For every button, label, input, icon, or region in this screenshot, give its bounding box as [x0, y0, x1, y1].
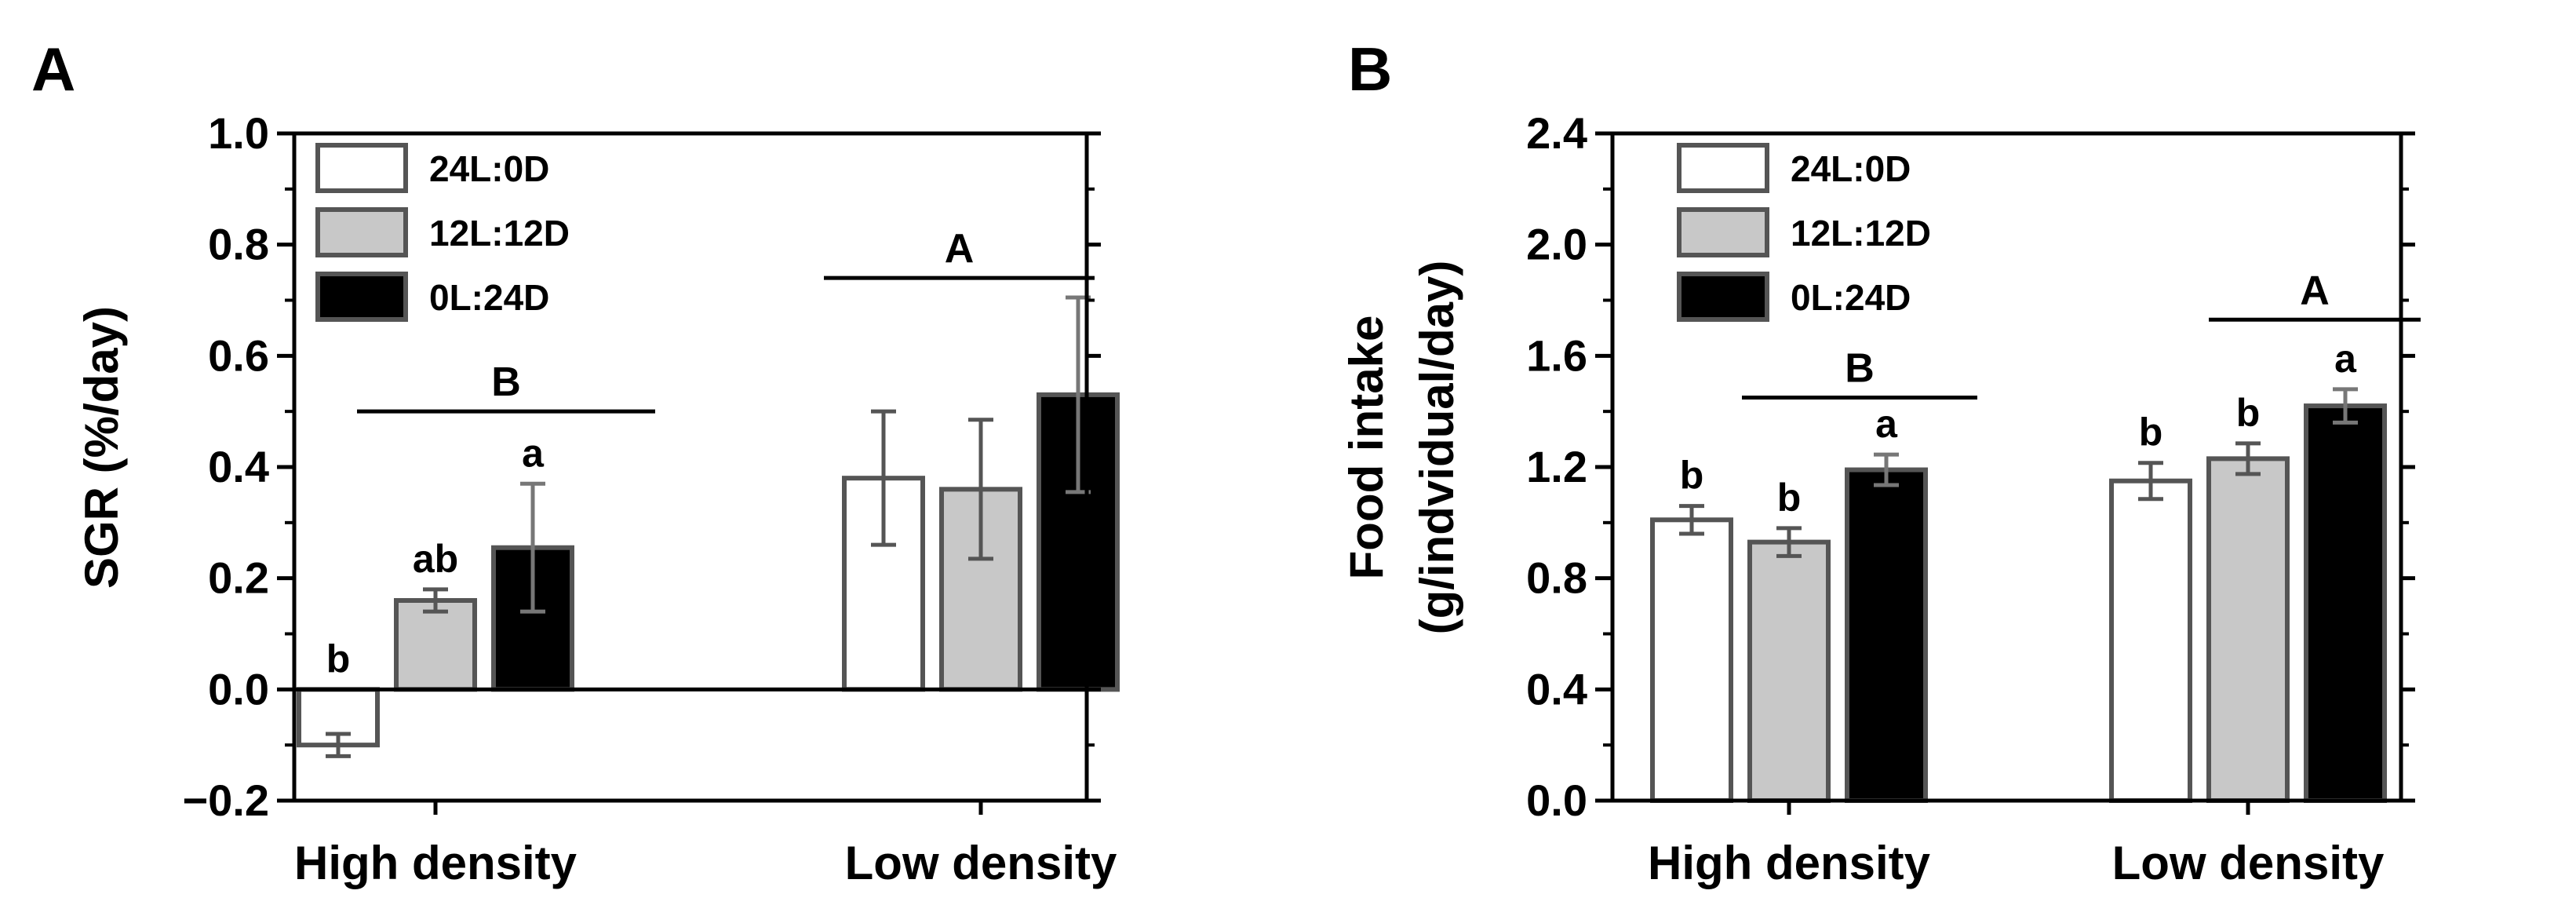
group-letter: B — [491, 359, 521, 405]
significance-letter: b — [2236, 391, 2261, 435]
y-axis-title-b-line2: (g/indvidual/day) — [1411, 261, 1463, 635]
x-category-label: High density — [1648, 837, 1931, 889]
x-category-label: High density — [294, 837, 578, 889]
significance-letter: ab — [413, 537, 458, 581]
y-tick-label: 2.4 — [1526, 108, 1587, 158]
y-tick-label: −0.2 — [182, 775, 269, 825]
y-axis-title-b: Food intake — [1340, 316, 1393, 580]
legend-swatch — [1677, 207, 1769, 257]
x-category-label: Low density — [2112, 837, 2385, 889]
y-tick-label: 0.0 — [1526, 775, 1587, 825]
y-axis-title-a: SGR (%/day) — [75, 306, 128, 589]
legend-label: 0L:24D — [1791, 277, 1911, 318]
panel-letter-a: A — [31, 35, 75, 104]
significance-letter: b — [326, 637, 351, 681]
bar — [2206, 456, 2290, 803]
significance-letter: a — [1875, 402, 1898, 446]
panel-a: A b ab aB A −0.2 0.0 0.2 0.4 0.6 0.8 1.0 High dens… — [31, 35, 1120, 889]
y-tick-label: 0.2 — [208, 553, 269, 603]
panel-letter-b: B — [1348, 35, 1392, 104]
x-category-label: Low density — [845, 837, 1117, 889]
y-tick-label: 2.0 — [1526, 220, 1587, 269]
bar — [1650, 517, 1733, 804]
y-tick-label: 0.8 — [208, 220, 269, 269]
bar — [394, 598, 477, 692]
y-tick-label: 1.2 — [1526, 442, 1587, 491]
significance-letter: b — [1680, 454, 1704, 498]
y-tick-label: 0.8 — [1526, 553, 1587, 603]
significance-letter: b — [2139, 411, 2163, 454]
legend-swatch — [315, 207, 408, 257]
bar — [1845, 467, 1928, 804]
legend-swatch — [1677, 143, 1769, 193]
legend-label: 12L:12D — [429, 213, 570, 254]
y-tick-label: 1.0 — [208, 108, 269, 158]
legend-label: 0L:24D — [429, 277, 549, 318]
legend-label: 24L:0D — [429, 148, 549, 189]
significance-letter: b — [1777, 476, 1802, 520]
legend-swatch — [315, 272, 408, 322]
bar — [2304, 403, 2387, 803]
legend-label: 24L:0D — [1791, 148, 1911, 189]
bar — [1747, 539, 1831, 803]
group-letter: B — [1845, 345, 1875, 391]
group-letter: A — [2300, 268, 2330, 313]
group-letter: A — [945, 226, 975, 272]
y-tick-label: 0.4 — [1526, 664, 1587, 713]
significance-letter: a — [2334, 337, 2357, 381]
significance-letter: a — [522, 431, 545, 475]
y-tick-label: 0.6 — [208, 330, 269, 380]
y-tick-label: 1.6 — [1526, 330, 1587, 380]
y-tick-label: 0.0 — [208, 664, 269, 713]
legend-label: 12L:12D — [1791, 213, 1931, 254]
legend-swatch — [1677, 272, 1769, 322]
y-tick-label: 0.4 — [208, 442, 269, 491]
bar — [2109, 478, 2192, 803]
legend-swatch — [315, 143, 408, 193]
